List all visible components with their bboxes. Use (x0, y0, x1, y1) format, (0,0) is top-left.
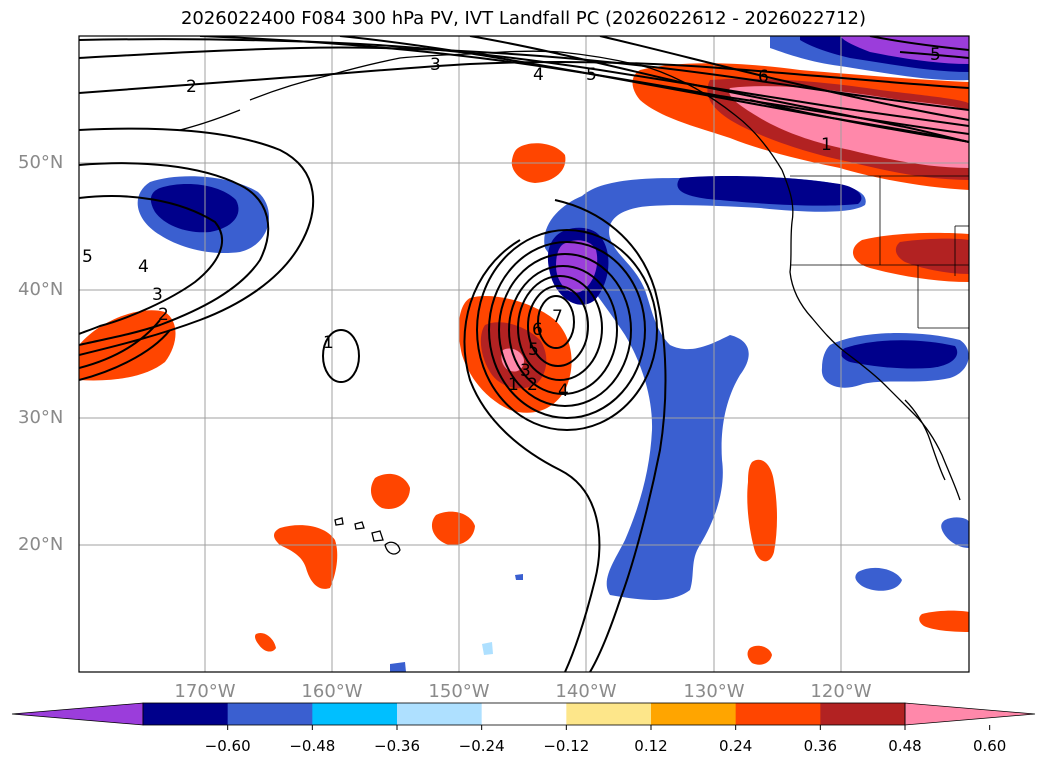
contour-label: 4 (558, 381, 569, 401)
colorbar-segment (735, 703, 821, 725)
colorbar-tick-label: −0.24 (458, 737, 505, 755)
colorbar-arrow-high (904, 702, 1036, 726)
contour-labels: 2 3 4 5 6 5 1 4 3 2 5 1 7 6 5 4 3 2 1 (82, 45, 941, 401)
colorbar-tick-label: −0.60 (204, 737, 251, 755)
colorbar-tick-label: 0.24 (718, 737, 753, 755)
lon-label: 120°W (810, 681, 872, 702)
lon-label: 140°W (555, 681, 617, 702)
contour-label: 1 (323, 333, 334, 353)
contour-label: 3 (152, 285, 163, 305)
lon-label: 170°W (174, 681, 236, 702)
pv-contours (79, 36, 969, 672)
colorbar-segment (397, 703, 483, 725)
contour-label: 7 (552, 307, 563, 327)
contour-label: 2 (527, 375, 538, 395)
contour-label: 2 (158, 305, 169, 325)
map-frame (78, 35, 970, 673)
colorbar-tick-label: 0.36 (803, 737, 838, 755)
contour-label: 5 (528, 340, 539, 360)
lon-label: 160°W (301, 681, 363, 702)
contour-label: 4 (138, 257, 149, 277)
colorbar-segment (651, 703, 737, 725)
contour-label: 5 (586, 65, 597, 85)
map-title: 2026022400 F084 300 hPa PV, IVT Landfall… (180, 8, 867, 29)
contour-label: 3 (520, 361, 531, 381)
lat-label: 50°N (18, 152, 64, 173)
contour-label: 2 (186, 77, 197, 97)
colorbar-tick-label: 0.48 (888, 737, 922, 755)
colorbar-segment (820, 703, 906, 725)
state-borders (790, 175, 969, 329)
lon-label: 150°W (428, 681, 490, 702)
lat-label: 30°N (18, 407, 64, 428)
lat-label: 20°N (18, 534, 64, 555)
lon-label: 130°W (683, 681, 745, 702)
colorbar-arrow-low (11, 702, 144, 726)
contour-label: 1 (821, 135, 832, 155)
lat-label: 40°N (18, 279, 64, 300)
graticule (79, 36, 969, 672)
colorbar-segment (227, 703, 313, 725)
colorbar-tick-label: 0.60 (972, 737, 1007, 755)
map-content: 2 3 4 5 6 5 1 4 3 2 5 1 7 6 5 4 3 2 1 (79, 36, 969, 672)
contour-label: 3 (430, 55, 441, 75)
contour-label: 4 (533, 65, 544, 85)
colorbar-segment (312, 703, 398, 725)
colorbar-segment (143, 703, 229, 725)
contour-label: 6 (532, 320, 543, 340)
colorbar-tick-label: −0.36 (374, 737, 420, 755)
colorbar-outline (142, 702, 906, 726)
contour-label: 5 (82, 247, 93, 267)
colorbar-segment (481, 703, 567, 725)
colorbar-tick-label: −0.12 (543, 737, 590, 755)
contour-label: 1 (508, 375, 519, 395)
colorbar-segment (566, 703, 652, 725)
contour-label: 6 (758, 67, 769, 87)
contour-label: 5 (930, 45, 941, 65)
colorbar (11, 702, 1036, 730)
colorbar-tick-label: 0.12 (634, 737, 668, 755)
colorbar-tick-label: −0.48 (289, 737, 336, 755)
negative-pc-shading (137, 36, 969, 672)
